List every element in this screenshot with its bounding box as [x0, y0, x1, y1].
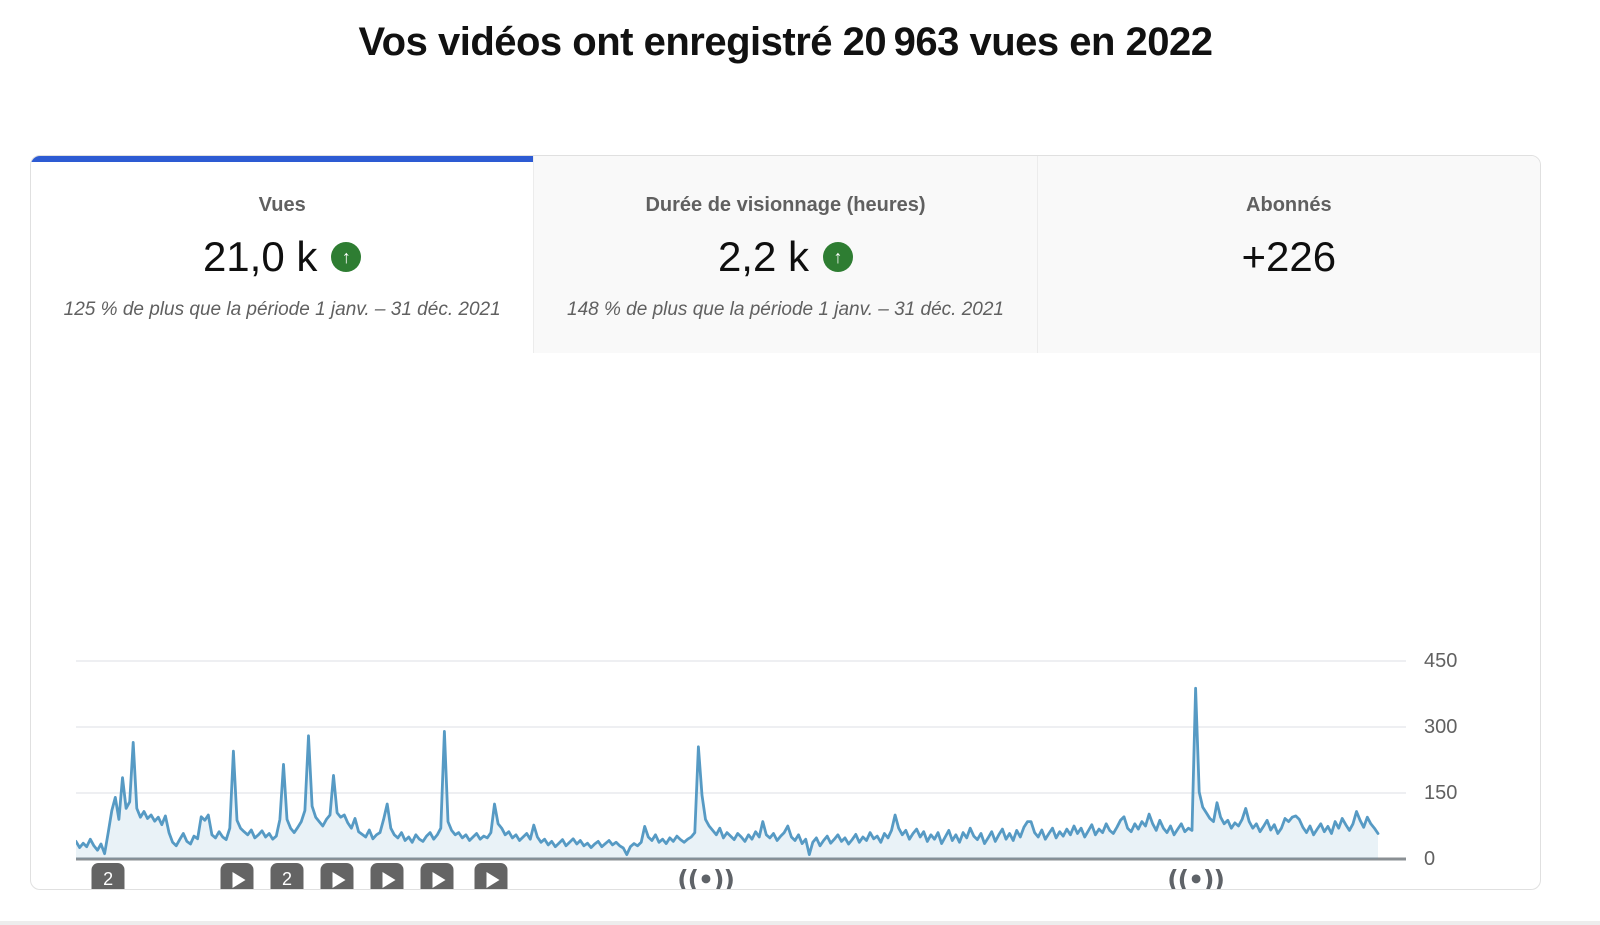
tab-watch-time-label: Durée de visionnage (heures) [645, 194, 926, 216]
y-tick-label: 450 [1424, 650, 1458, 672]
tab-subscribers[interactable]: Abonnés +226 [1036, 156, 1540, 353]
y-tick-label: 0 [1424, 848, 1436, 870]
video-count-badge: 2 [282, 869, 293, 889]
metric-tabs: Vues 21,0 k ↑ 125 % de plus que la pério… [31, 156, 1540, 353]
play-icon [382, 871, 396, 888]
y-tick-label: 150 [1424, 782, 1458, 804]
page-title: Vos vidéos ont enregistré 20 963 vues en… [358, 20, 1213, 64]
tab-views[interactable]: Vues 21,0 k ↑ 125 % de plus que la pério… [31, 156, 534, 353]
live-stream-marker[interactable]: ((•)) [1167, 865, 1225, 890]
play-icon [432, 871, 446, 888]
video-upload-marker[interactable] [370, 863, 404, 889]
y-axis-labels: 450 300 150 0 [1424, 650, 1504, 870]
watch-time-comparison: 148 % de plus que la période 1 janv. – 3… [567, 299, 1004, 320]
tab-views-label: Vues [258, 194, 306, 216]
live-stream-marker[interactable]: ((•)) [677, 865, 735, 890]
series-area-fill [76, 688, 1378, 859]
views-comparison: 125 % de plus que la période 1 janv. – 3… [63, 299, 501, 320]
video-upload-marker[interactable] [220, 863, 254, 889]
views-series-line [76, 686, 1380, 857]
y-tick-label: 300 [1424, 716, 1458, 738]
video-upload-marker[interactable] [420, 863, 454, 889]
arrow-up-icon: ↑ [823, 242, 854, 272]
video-group-marker[interactable]: 2 [270, 863, 304, 889]
tab-subscribers-label: Abonnés [1246, 194, 1332, 216]
play-icon [486, 871, 500, 888]
subscribers-value: +226 [1241, 233, 1337, 280]
views-value: 21,0 k [202, 233, 318, 280]
video-group-marker[interactable]: 2 [91, 863, 125, 889]
arrow-up-icon: ↑ [331, 242, 362, 272]
play-icon [332, 871, 346, 888]
play-icon [232, 871, 246, 888]
video-upload-marker[interactable] [320, 863, 354, 889]
watch-time-value: 2,2 k [717, 233, 810, 280]
section-divider [0, 921, 1600, 925]
video-upload-marker[interactable] [474, 863, 508, 889]
chart-canvas[interactable] [76, 656, 1406, 868]
video-count-badge: 2 [103, 869, 114, 889]
chart-markers-row: 2 2 ((•)) ((•)) [76, 863, 1406, 890]
tab-watch-time[interactable]: Durée de visionnage (heures) 2,2 k ↑ 148… [533, 156, 1037, 353]
analytics-card: Vues 21,0 k ↑ 125 % de plus que la pério… [30, 155, 1541, 890]
